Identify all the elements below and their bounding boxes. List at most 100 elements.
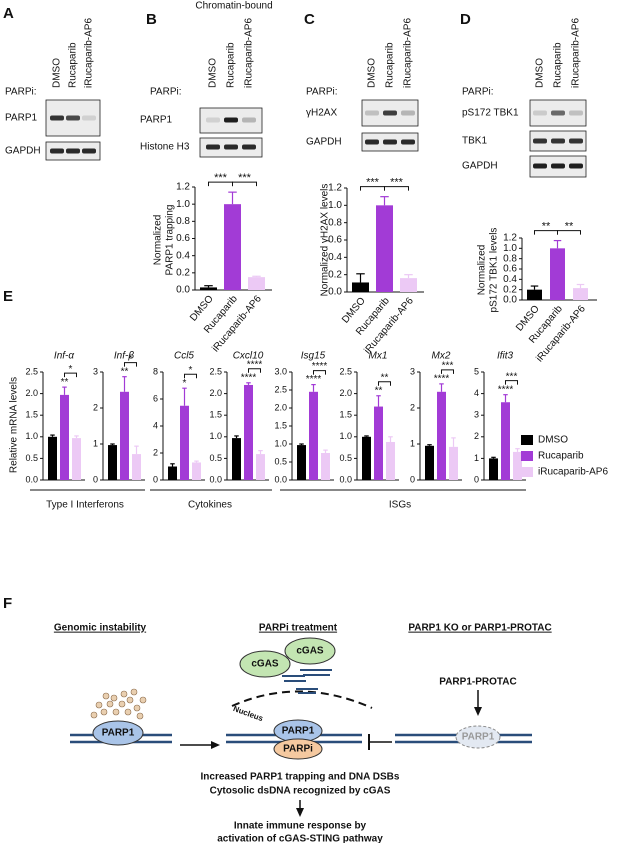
y-tick-label: 1.0 <box>209 431 222 441</box>
significance-label: ** <box>381 372 389 383</box>
blot-band <box>82 115 96 121</box>
lane-label: DMSO <box>208 58 219 88</box>
bar <box>224 204 241 290</box>
y-tick-label: 0.5 <box>209 453 222 463</box>
chart-title: Cxcl10 <box>233 351 264 362</box>
bar <box>489 458 498 480</box>
blot-row-label: Histone H3 <box>140 142 190 153</box>
outcome-text: Cytosolic dsDNA recognized by cGAS <box>210 786 391 797</box>
y-tick-label: 0 <box>93 474 98 484</box>
blot-band <box>206 144 220 150</box>
blot-row-label: γH2AX <box>306 108 337 119</box>
significance-label: **** <box>241 372 257 383</box>
blot-band <box>569 138 583 144</box>
lane-label: DMSO <box>367 58 378 88</box>
blot-band <box>224 117 238 123</box>
y-tick-label: 0 <box>410 474 415 484</box>
bar <box>192 462 201 480</box>
blot-band <box>533 163 547 169</box>
blot-band <box>50 148 64 154</box>
y-tick-label: 0.4 <box>328 252 342 263</box>
lane-label: iRucaparib-AP6 <box>403 18 414 88</box>
y-tick-label: 0.4 <box>176 250 190 261</box>
y-tick-label: 1.0 <box>328 200 342 211</box>
y-tick-label: 2.0 <box>25 388 38 398</box>
y-tick-label: 1 <box>93 438 98 448</box>
significance-label: * <box>69 364 73 375</box>
blot-header: Chromatin-bound <box>195 1 272 12</box>
blot-band <box>383 139 397 145</box>
section-title: Genomic instability <box>54 623 147 634</box>
y-tick-label: 0.6 <box>503 264 517 275</box>
y-axis-label: Normalized γH2AX levels <box>320 184 331 297</box>
chart-title: Ifit3 <box>497 351 514 362</box>
significance-bracket <box>384 186 409 191</box>
parpi-label: PARPi: <box>5 87 37 98</box>
parpi-label: PARPi <box>283 744 313 755</box>
y-tick-label: 1 <box>410 438 415 448</box>
significance-bracket <box>124 362 137 367</box>
bar <box>437 391 446 480</box>
blot-band <box>66 148 80 154</box>
cgas-label: cGAS <box>296 646 324 657</box>
y-tick-label: 0.4 <box>503 274 517 285</box>
legend-label: DMSO <box>538 435 568 446</box>
y-tick-label: 2.5 <box>25 366 38 376</box>
group-label: Cytokines <box>188 500 232 511</box>
significance-label: ** <box>121 366 129 377</box>
chart-title: Inf-β <box>114 351 134 362</box>
bar <box>248 277 265 290</box>
legend-swatch <box>521 467 533 477</box>
y-tick-label: 2.0 <box>339 388 352 398</box>
lane-label: iRucaparib-AP6 <box>84 18 95 88</box>
response-text: activation of cGAS-STING pathway <box>217 834 383 843</box>
bar <box>256 454 265 480</box>
parp1-label: PARP1 <box>102 728 135 739</box>
blot-band <box>365 139 379 145</box>
significance-label: ** <box>542 220 551 232</box>
significance-label: *** <box>214 172 228 184</box>
y-tick-label: 5 <box>474 366 479 376</box>
y-tick-label: 2.0 <box>274 402 287 412</box>
blot-band <box>533 138 547 144</box>
section-title: PARP1 KO or PARP1-PROTAC <box>408 623 551 634</box>
bar <box>550 248 565 300</box>
panel-letter: F <box>3 595 12 612</box>
y-tick-label: 0.0 <box>503 295 517 306</box>
significance-label: *** <box>366 177 380 189</box>
bar <box>352 282 369 292</box>
significance-label: *** <box>238 172 252 184</box>
chart-title: Mx2 <box>432 351 451 362</box>
significance-bracket <box>505 380 518 385</box>
bar <box>72 438 81 480</box>
lane-label: Rucaparib <box>385 42 396 88</box>
blot-band <box>401 139 415 145</box>
blot-band <box>50 115 64 121</box>
blot-band <box>206 117 220 123</box>
blot-band <box>383 110 397 116</box>
blot-band <box>242 117 256 123</box>
y-tick-label: 1.5 <box>25 410 38 420</box>
significance-bracket <box>184 373 197 379</box>
significance-label: * <box>129 353 133 364</box>
diagram-shapes <box>30 489 532 817</box>
y-tick-label: 2 <box>153 447 158 457</box>
significance-label: ** <box>565 220 574 232</box>
significance-label: * <box>189 365 193 376</box>
bar <box>297 445 306 480</box>
y-tick-label: 1.0 <box>339 431 352 441</box>
significance-label: **** <box>312 361 328 372</box>
chart-title: Isg15 <box>301 351 326 362</box>
parp1-label: PARP1 <box>282 726 315 737</box>
significance-bracket <box>313 370 326 375</box>
lane-label: DMSO <box>535 58 546 88</box>
y-tick-label: 0.6 <box>328 235 342 246</box>
blot-band <box>242 144 256 150</box>
y-tick-label: 3 <box>93 366 98 376</box>
legend-swatch <box>521 451 533 461</box>
significance-label: **** <box>306 374 322 385</box>
y-tick-label: 0.2 <box>503 284 517 295</box>
blot-row-label: GAPDH <box>462 161 498 172</box>
y-axis-label: Normalized <box>477 245 488 296</box>
significance-label: *** <box>390 177 404 189</box>
